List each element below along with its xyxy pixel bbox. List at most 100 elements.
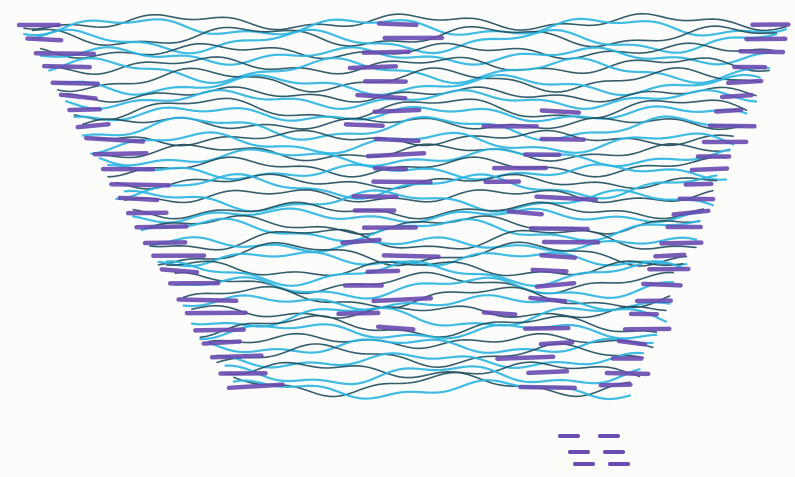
wave-line: [224, 364, 641, 386]
purple-dash: [67, 107, 102, 113]
purple-dash: [713, 107, 744, 114]
purple-dash: [193, 327, 246, 333]
purple-dash: [539, 136, 586, 142]
purple-dash: [371, 296, 434, 304]
purple-dash: [351, 193, 399, 200]
purple-dash: [25, 36, 64, 43]
purple-dash: [528, 226, 590, 232]
wave-line: [224, 361, 641, 379]
purple-dash: [523, 325, 571, 331]
purple-dash: [534, 194, 599, 202]
purple-dash: [376, 21, 419, 28]
purple-dash: [33, 50, 97, 57]
purple-dash: [534, 280, 577, 289]
wave-line: [81, 115, 744, 142]
dash-group: [16, 21, 791, 466]
wave-line: [39, 46, 774, 66]
wave-line: [107, 156, 727, 178]
purple-dash: [176, 297, 239, 304]
purple-dash: [340, 237, 382, 245]
purple-dash: [50, 80, 101, 87]
purple-dash: [372, 107, 422, 115]
purple-dash: [109, 181, 171, 188]
purple-dash: [381, 253, 441, 259]
purple-dash: [689, 166, 730, 173]
purple-dash: [530, 267, 569, 274]
purple-dash: [539, 108, 582, 115]
purple-dash: [365, 151, 427, 159]
purple-dash: [641, 281, 683, 288]
purple-dash: [653, 252, 687, 259]
wave-line: [174, 271, 674, 295]
wave-line: [132, 201, 704, 220]
purple-dash: [481, 310, 518, 317]
purple-dash: [528, 295, 568, 304]
purple-dash: [201, 339, 242, 346]
wave-line: [182, 294, 671, 312]
purple-dash: [336, 310, 381, 317]
purple-dash: [92, 151, 149, 157]
wave-line: [56, 67, 761, 93]
wave-line: [199, 323, 658, 341]
purple-dash: [495, 354, 556, 362]
purple-dash: [361, 49, 412, 55]
wave-line: [48, 56, 770, 76]
wave-line: [216, 351, 645, 370]
wave-line: [73, 105, 748, 123]
wave-line: [207, 332, 654, 350]
purple-dash: [343, 122, 385, 129]
wave-line: [64, 88, 758, 111]
wave-line: [233, 371, 631, 398]
wave-line: [106, 163, 728, 181]
purple-dash: [41, 63, 92, 70]
purple-dash: [539, 252, 578, 260]
wave-line: [23, 12, 787, 32]
purple-dash: [83, 135, 146, 144]
wave-line: [98, 142, 731, 162]
purple-dash: [209, 353, 264, 360]
wave-line: [165, 259, 684, 287]
purple-dash: [373, 136, 421, 144]
wave-line: [149, 228, 697, 251]
purple-dash: [75, 122, 111, 130]
purple-dash: [683, 181, 714, 187]
wave-line: [157, 241, 688, 267]
purple-dash: [142, 240, 188, 246]
purple-dash: [365, 268, 401, 274]
purple-dash: [159, 267, 200, 275]
purple-dash: [526, 369, 570, 376]
purple-dash: [726, 78, 764, 86]
purple-dash: [375, 324, 416, 332]
wave-line: [123, 188, 714, 213]
wave-line: [190, 306, 667, 328]
wave-line: [31, 25, 778, 48]
wave-line: [191, 304, 667, 319]
wave-line: [65, 86, 757, 103]
purple-dash: [604, 370, 651, 377]
wave-line: [98, 147, 731, 168]
wave-line: [73, 97, 748, 121]
purple-dash: [719, 92, 754, 100]
wave-line: [166, 260, 684, 277]
purple-dash: [117, 195, 160, 203]
purple-dash: [738, 48, 786, 55]
purple-dash: [518, 384, 578, 391]
wave-line: [48, 56, 771, 85]
purple-dash: [506, 209, 544, 217]
purple-dash: [226, 382, 286, 391]
purple-dash: [355, 92, 408, 101]
purple-dash: [134, 224, 189, 230]
wave-line: [140, 214, 701, 236]
purple-dash: [538, 340, 575, 347]
wave-line: [124, 188, 714, 204]
wave-line: [148, 236, 698, 253]
purple-dash: [372, 165, 409, 172]
purple-dash: [347, 64, 399, 71]
purple-dash: [58, 92, 98, 101]
purple-dash: [659, 240, 704, 246]
wave-line: [31, 28, 778, 55]
wave-line: [174, 276, 675, 300]
wave-line: [216, 342, 644, 369]
